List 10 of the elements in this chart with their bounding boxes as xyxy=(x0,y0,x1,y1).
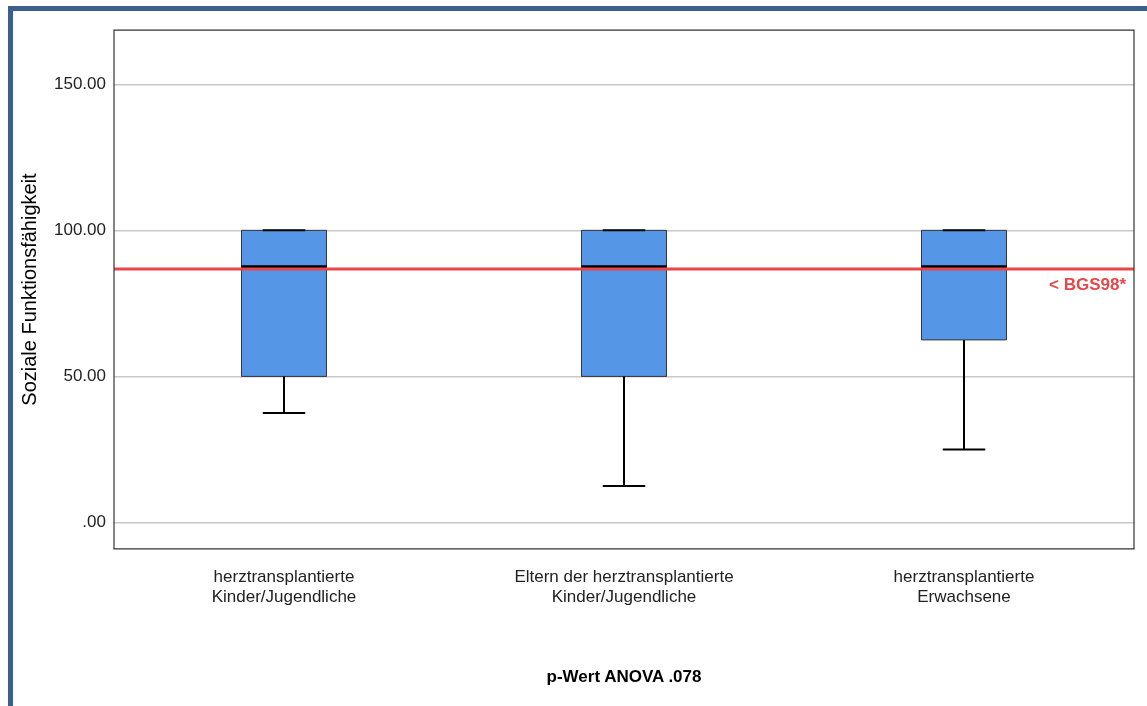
ref-line-label: < BGS98* xyxy=(1048,275,1127,295)
y-tick-label: .00 xyxy=(82,512,106,532)
y-tick-label: 100.00 xyxy=(54,220,106,240)
y-tick-label: 50.00 xyxy=(63,366,106,386)
x-tick-label: herztransplantierte Kinder/Jugendliche xyxy=(211,566,357,607)
x-axis-title: p-Wert ANOVA .078 xyxy=(546,667,702,687)
x-tick-label: Eltern der herztransplantierte Kinder/Jugendliche xyxy=(514,566,734,607)
y-tick-label: 150.00 xyxy=(54,73,106,93)
x-tick-label: herztransplantierte Erwachsene xyxy=(893,566,1035,607)
y-axis-title: Soziale Funktionsfähigkeit xyxy=(17,172,40,406)
